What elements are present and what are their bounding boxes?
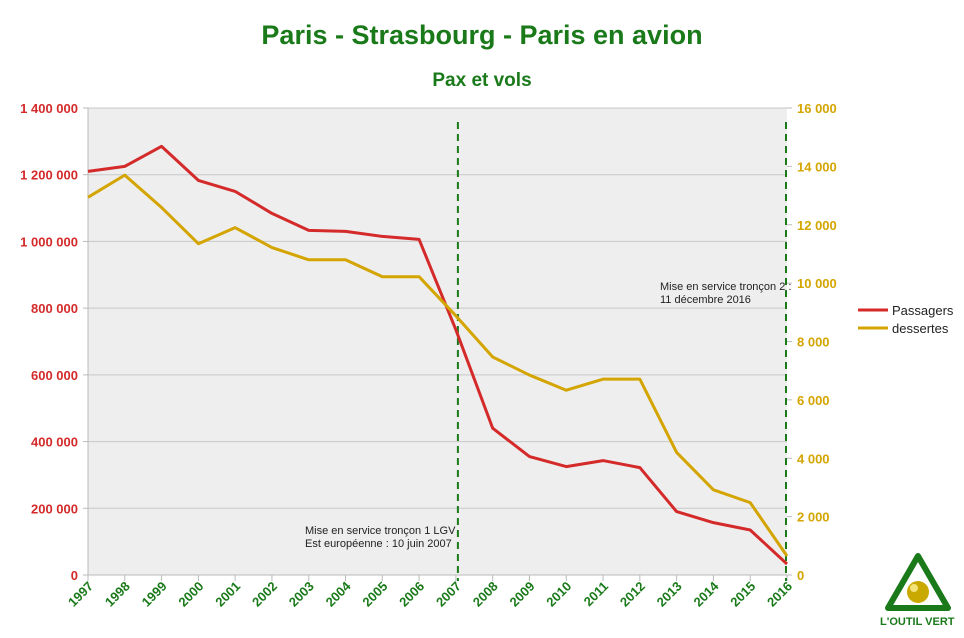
logo-text: L'OUTIL VERT [880, 616, 955, 628]
y-left-tick-label: 1 400 000 [20, 101, 78, 116]
y-right-tick-label: 16 000 [797, 101, 837, 116]
y-right-tick-label: 10 000 [797, 276, 837, 291]
y-left-tick-label: 1 200 000 [20, 168, 78, 183]
annotation-text: 11 décembre 2016 [660, 294, 751, 306]
y-left-tick-label: 600 000 [31, 368, 78, 383]
chart-title: Paris - Strasbourg - Paris en avion [261, 20, 703, 50]
plot-area [88, 108, 787, 575]
legend-label: Passagers [892, 303, 954, 318]
y-right-tick-label: 8 000 [797, 335, 830, 350]
y-left-tick-label: 800 000 [31, 301, 78, 316]
y-left-tick-label: 400 000 [31, 435, 78, 450]
annotation-text: Mise en service tronçon 2 : [660, 281, 791, 293]
y-right-tick-label: 4 000 [797, 451, 830, 466]
series-line-dessertes [87, 173, 789, 557]
y-left-tick-label: 1 000 000 [20, 234, 78, 249]
y-right-tick-label: 0 [797, 568, 804, 583]
y-right-tick-label: 14 000 [797, 159, 837, 174]
annotation-text: Mise en service tronçon 1 LGV [305, 525, 456, 537]
y-left-tick-label: 200 000 [31, 501, 78, 516]
y-right-tick-label: 12 000 [797, 218, 837, 233]
y-right-tick-label: 6 000 [797, 393, 830, 408]
legend-label: dessertes [892, 321, 949, 336]
y-left-tick-label: 0 [71, 568, 78, 583]
annotation-text: Est européenne : 10 juin 2007 [305, 538, 452, 550]
chart-subtitle: Pax et vols [432, 70, 532, 91]
series-line-Passagers [87, 144, 789, 566]
y-right-tick-label: 2 000 [797, 510, 830, 525]
